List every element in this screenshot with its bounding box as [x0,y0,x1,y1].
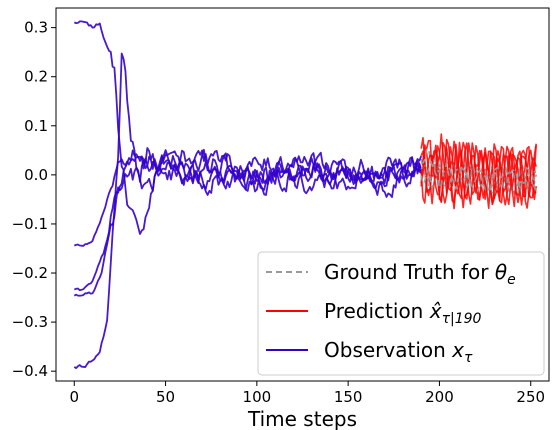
x-axis: 0 50 100 150 200 250 [69,381,545,406]
x-tick-label: 250 [516,388,545,406]
plot-frame [55,7,550,382]
y-tick-label: 0.3 [24,19,48,37]
x-tick-label: 150 [334,388,363,406]
legend-label-observation: Observation xτ [324,338,473,366]
x-tick-label: 0 [69,388,79,406]
ground-truth-line [420,160,537,194]
series-layer [73,20,537,370]
observation-line [73,20,423,235]
y-tick-label: 0.1 [24,117,48,135]
y-tick-label: 0.0 [24,166,48,184]
y-tick-label: −0.3 [12,313,48,331]
y-tick-label: 0.2 [24,68,48,86]
observation-line [73,149,422,297]
prediction-line [420,137,537,210]
legend-box [257,251,545,376]
x-tick-label: 200 [425,388,454,406]
prediction-line [420,142,537,210]
x-tick-label: 100 [243,388,272,406]
legend-label-prediction: Prediction x̂τ|190 [324,299,482,327]
y-tick-label: −0.1 [12,215,48,233]
observation-line [73,52,422,370]
x-axis-label: Time steps [247,407,357,430]
legend: Ground Truth for θe Prediction x̂τ|190 Obs… [257,251,545,376]
observation-line [73,148,423,292]
y-tick-label: −0.2 [12,264,48,282]
y-tick-label: −0.4 [12,362,48,380]
legend-label-ground_truth: Ground Truth for θe [324,260,516,288]
x-tick-label: 50 [156,388,175,406]
y-axis: −0.4 −0.3 −0.2 −0.1 0.0 0.1 0.2 0.3 [12,19,56,380]
